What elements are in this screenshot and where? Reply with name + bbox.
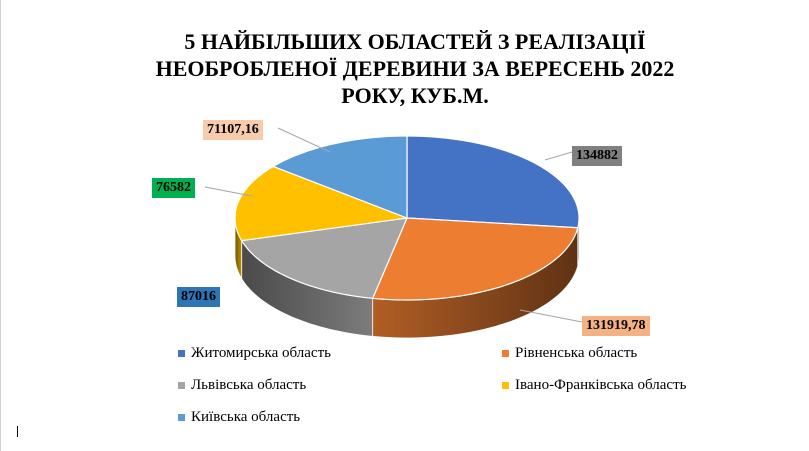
pie-top-faces — [234, 135, 580, 301]
data-label-kyiv: 71107,16 — [203, 120, 263, 140]
leader-line-kyiv — [277, 127, 331, 153]
legend-item-rivne: Рівненська область — [502, 345, 637, 362]
data-label-rivne: 131919,78 — [582, 316, 650, 336]
pie-slice-ivano-frankivsk — [234, 165, 408, 242]
legend-label: Київська область — [191, 409, 301, 425]
data-label-ivano-frankivsk: 76582 — [152, 178, 195, 198]
text-cursor — [17, 426, 18, 437]
pie-slice-kyiv — [271, 135, 408, 219]
leader-lines — [204, 127, 583, 323]
legend-item-ivano-frankivsk: Івано-Франківська область — [502, 377, 686, 394]
legend-label: Івано-Франківська область — [515, 377, 687, 393]
chart-title-line-3: РОКУ, КУБ.М. — [341, 83, 489, 108]
legend-item-kyiv: Київська область — [178, 409, 300, 426]
chart-title-line-1: 5 НАЙБІЛЬШИХ ОБЛАСТЕЙ З РЕАЛІЗАЦІЇ — [184, 29, 646, 54]
legend-swatch — [178, 382, 185, 389]
legend-swatch — [178, 414, 185, 421]
chart-title: 5 НАЙБІЛЬШИХ ОБЛАСТЕЙ З РЕАЛІЗАЦІЇ НЕОБР… — [100, 28, 730, 109]
pie-slice-zhytomyr — [406, 135, 580, 229]
leader-line-ivano-frankivsk — [204, 186, 253, 197]
legend-item-lviv: Львівська область — [178, 377, 306, 394]
frame-edge — [0, 0, 1, 451]
data-label-lviv: 87016 — [177, 287, 220, 307]
legend-item-zhytomyr: Житомирська область — [178, 345, 331, 362]
leader-line-zhytomyr — [544, 151, 573, 161]
legend-swatch — [178, 350, 185, 357]
chart-title-line-2: НЕОБРОБЛЕНОЇ ДЕРЕВИНИ ЗА ВЕРЕСЕНЬ 2022 — [155, 56, 675, 81]
legend-label: Львівська область — [191, 377, 307, 393]
legend-label: Житомирська область — [191, 345, 331, 361]
legend-label: Рівненська область — [515, 345, 638, 361]
pie-slice-lviv — [240, 217, 408, 299]
legend-swatch — [502, 382, 509, 389]
leader-line-rivne — [519, 309, 583, 323]
pie-slice-rivne — [371, 217, 579, 301]
legend-swatch — [502, 350, 509, 357]
data-label-zhytomyr: 134882 — [572, 146, 622, 166]
